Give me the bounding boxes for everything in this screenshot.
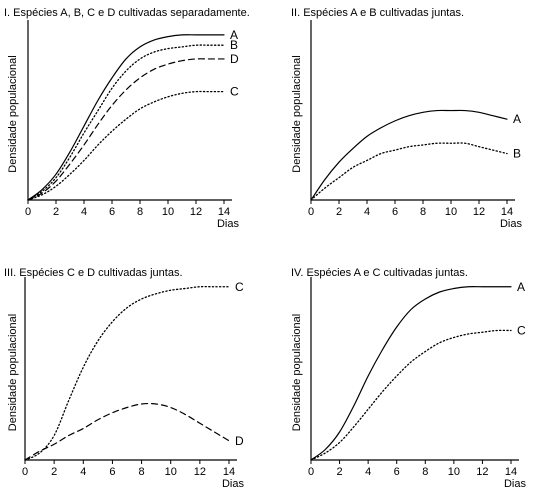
y-axis-label: Densidade populacional: [7, 55, 19, 172]
series-line-a: [310, 286, 512, 461]
x-tick-label: 4: [364, 206, 370, 218]
y-axis-label: Densidade populacional: [291, 314, 303, 431]
series-line-b: [27, 44, 225, 201]
x-tick-label: 0: [22, 466, 28, 478]
x-tick-label: 6: [392, 206, 398, 218]
x-axis-label: Dias: [217, 218, 240, 230]
series-line-b: [310, 142, 508, 201]
x-tick-label: 14: [505, 466, 517, 478]
chart-panel-4: IV. Espécies A e C cultivadas juntas. 0 2 4…: [291, 267, 526, 490]
series-label-a: A: [513, 112, 521, 126]
series-line-d: [27, 58, 225, 201]
x-axis-label: Dias: [222, 478, 245, 490]
x-axis-label: Dias: [504, 478, 527, 490]
x-tick-label: 0: [308, 206, 314, 218]
y-axis-label: Densidade populacional: [7, 314, 19, 431]
x-tick-label: 14: [223, 466, 235, 478]
axes: [310, 277, 519, 461]
series-line-c: [27, 90, 225, 201]
x-tick-label: 8: [137, 206, 143, 218]
x-tick-label: 10: [165, 466, 177, 478]
x-tick-label: 14: [501, 206, 513, 218]
chart-title: II. Espécies A e B cultivadas juntas.: [291, 7, 464, 19]
series-line-c: [24, 285, 230, 461]
chart-title: III. Espécies C e D cultivadas juntas.: [4, 267, 183, 279]
series-label-c: C: [230, 85, 239, 99]
series-label-d: D: [230, 52, 239, 66]
x-tick-label: 0: [308, 466, 314, 478]
chart-title: IV. Espécies A e C cultivadas juntas.: [291, 267, 468, 279]
series-line-c: [310, 329, 512, 461]
x-tick-label: 10: [448, 466, 460, 478]
chart-panel-1: I. Espécies A, B, C e D cultivadas separ…: [4, 7, 250, 230]
series-label-c: C: [235, 280, 244, 294]
x-tick-label: 2: [337, 466, 343, 478]
x-axis-label: Dias: [500, 218, 523, 230]
series-label-b: B: [513, 147, 521, 161]
x-tick-label: 8: [139, 466, 145, 478]
series-line-a: [27, 34, 225, 201]
x-tick-label: 4: [80, 466, 86, 478]
x-tick-label: 6: [109, 206, 115, 218]
y-axis-label: Densidade populacional: [291, 55, 303, 172]
x-tick-label: 2: [51, 466, 57, 478]
series-line-d: [24, 402, 230, 461]
series-label-c: C: [517, 324, 526, 338]
series-label-a: A: [230, 28, 238, 42]
x-tick-label: 10: [445, 206, 457, 218]
x-tick-label: 12: [476, 466, 488, 478]
x-tick-label: 8: [420, 206, 426, 218]
x-tick-label: 2: [336, 206, 342, 218]
x-tick-label: 6: [109, 466, 115, 478]
x-tick-label: 4: [365, 466, 371, 478]
x-tick-label: 2: [53, 206, 59, 218]
x-tick-label: 10: [162, 206, 174, 218]
x-tick-label: 6: [394, 466, 400, 478]
chart-title: I. Espécies A, B, C e D cultivadas separ…: [4, 7, 250, 19]
series-line-a: [310, 109, 508, 201]
x-tick-label: 12: [194, 466, 206, 478]
x-tick-label: 8: [422, 466, 428, 478]
axes: [27, 20, 232, 201]
x-tick-label: 12: [473, 206, 485, 218]
series-label-a: A: [517, 280, 525, 294]
chart-panel-2: II. Espécies A e B cultivadas juntas. 0 2 4…: [291, 7, 522, 230]
axes: [310, 20, 515, 201]
x-tick-label: 14: [218, 206, 230, 218]
x-tick-label: 4: [81, 206, 87, 218]
chart-panel-3: III. Espécies C e D cultivadas juntas. 0 2…: [4, 267, 244, 490]
axes: [24, 277, 237, 461]
series-label-b: B: [230, 38, 238, 52]
series-label-d: D: [235, 434, 244, 448]
x-tick-label: 12: [190, 206, 202, 218]
x-tick-label: 0: [25, 206, 31, 218]
